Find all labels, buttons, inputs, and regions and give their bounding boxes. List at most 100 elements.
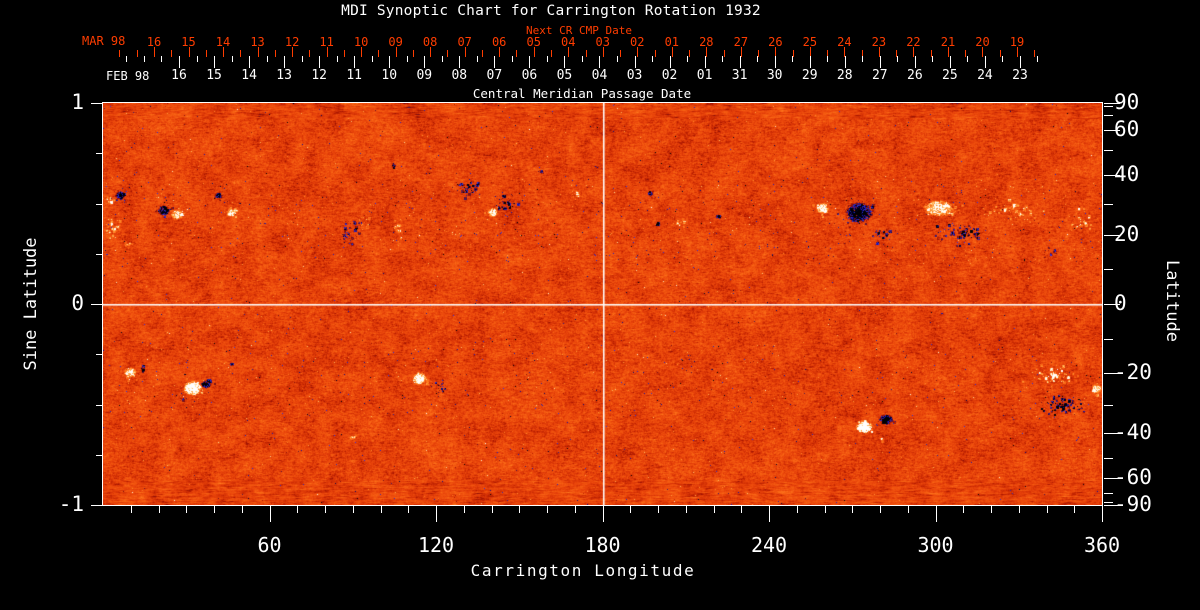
next-cr-tick <box>706 47 707 57</box>
right-major-tick <box>1104 130 1120 131</box>
cmp-day-label: 01 <box>696 68 713 83</box>
next-cr-day-label: 21 <box>940 35 956 49</box>
right-major-tick <box>1104 478 1120 479</box>
next-cr-tick <box>965 50 966 57</box>
cmp-tick <box>477 56 478 62</box>
cmp-day-label: 05 <box>556 68 573 83</box>
next-cr-tick <box>154 47 155 57</box>
x-minor-tick <box>214 506 215 513</box>
next-cr-tick <box>879 47 880 57</box>
right-tick-label: 0 <box>1114 291 1127 315</box>
cmp-tick <box>705 56 706 68</box>
right-minor-tick <box>1104 106 1113 107</box>
x-tick-label: 360 <box>1083 533 1121 557</box>
cmp-tick <box>337 56 338 62</box>
right-tick-label: -20 <box>1114 359 1152 384</box>
next-cr-tick <box>223 47 224 57</box>
x-minor-tick <box>159 506 160 513</box>
next-cr-tick <box>430 47 431 57</box>
next-cr-tick <box>240 50 241 57</box>
next-cr-day-label: 05 <box>526 35 541 49</box>
next-cr-tick <box>758 50 759 57</box>
x-minor-tick <box>186 506 187 513</box>
cmp-day-label: 07 <box>486 68 503 83</box>
left-tick-label: 0 <box>71 291 84 315</box>
cmp-tick <box>985 56 986 68</box>
x-minor-tick <box>381 506 382 513</box>
right-tick-label: 60 <box>1114 116 1140 141</box>
cmp-tick <box>1037 56 1038 62</box>
x-major-tick <box>769 506 770 522</box>
left-major-tick <box>91 505 103 506</box>
x-minor-tick <box>325 506 326 513</box>
next-cr-tick <box>413 50 414 57</box>
next-cr-tick <box>586 50 587 57</box>
next-cr-tick <box>896 50 897 57</box>
next-cr-day-label: 15 <box>181 35 196 49</box>
next-cr-tick <box>499 47 500 57</box>
cmp-tick <box>775 56 776 68</box>
next-cr-day-label: 07 <box>457 35 472 49</box>
cmp-tick <box>915 56 916 68</box>
right-minor-tick <box>1104 458 1113 459</box>
cmp-era-label: FEB 98 <box>106 69 150 83</box>
next-cr-tick <box>724 50 725 57</box>
next-cr-tick <box>862 50 863 57</box>
x-minor-tick <box>630 506 631 513</box>
x-tick-label: 60 <box>257 533 282 557</box>
x-tick-label: 240 <box>750 533 788 557</box>
next-cr-day-label: 22 <box>906 35 921 49</box>
cmp-tick <box>687 56 688 62</box>
next-cr-day-label: 01 <box>664 35 680 49</box>
cmp-tick <box>670 56 671 68</box>
right-tick-label: 20 <box>1114 222 1140 247</box>
x-minor-tick <box>686 506 687 513</box>
left-tick-label: -1 <box>58 492 84 516</box>
right-axis-title: Latitude <box>1162 260 1182 342</box>
right-minor-tick <box>1104 493 1113 494</box>
next-cr-tick <box>171 50 172 57</box>
cmp-day-label: 30 <box>766 68 783 83</box>
cmp-day-label: 26 <box>907 68 923 83</box>
cmp-tick <box>354 56 355 68</box>
next-cr-tick <box>119 50 120 57</box>
cmp-tick <box>792 56 793 62</box>
left-minor-tick <box>96 405 103 406</box>
left-minor-tick <box>96 153 103 154</box>
next-cr-tick <box>827 50 828 57</box>
next-cr-tick <box>741 47 742 57</box>
cmp-tick <box>845 56 846 68</box>
right-minor-tick <box>1104 150 1113 151</box>
x-minor-tick <box>519 506 520 513</box>
chart-title: MDI Synoptic Chart for Carrington Rotati… <box>341 3 761 19</box>
right-major-tick <box>1104 103 1120 104</box>
cmp-day-label: 04 <box>591 68 608 83</box>
next-cr-day-label: 08 <box>422 35 438 49</box>
next-cr-day-label: 28 <box>699 35 714 49</box>
x-minor-tick <box>353 506 354 513</box>
cmp-tick <box>249 56 250 68</box>
cmp-day-label: 15 <box>206 68 222 83</box>
next-cr-tick <box>913 47 914 57</box>
next-cr-tick <box>189 47 190 57</box>
cmp-tick <box>932 56 933 62</box>
next-cr-tick <box>603 47 604 57</box>
next-cr-day-label: 09 <box>388 35 403 49</box>
next-cr-tick <box>206 50 207 57</box>
cmp-tick <box>880 56 881 68</box>
cmp-tick <box>1002 56 1003 62</box>
next-cr-tick <box>844 47 845 57</box>
next-cr-day-label: 06 <box>491 35 507 49</box>
cmp-tick <box>197 56 198 62</box>
x-minor-tick <box>825 506 826 513</box>
next-cr-tick <box>447 50 448 57</box>
cmp-tick <box>389 56 390 68</box>
cmp-tick <box>302 56 303 62</box>
x-tick-label: 300 <box>917 533 954 557</box>
next-cr-tick <box>568 47 569 57</box>
next-cr-tick <box>775 47 776 57</box>
cmp-tick <box>126 56 127 62</box>
next-cr-tick <box>672 47 673 57</box>
left-minor-tick <box>96 204 103 205</box>
